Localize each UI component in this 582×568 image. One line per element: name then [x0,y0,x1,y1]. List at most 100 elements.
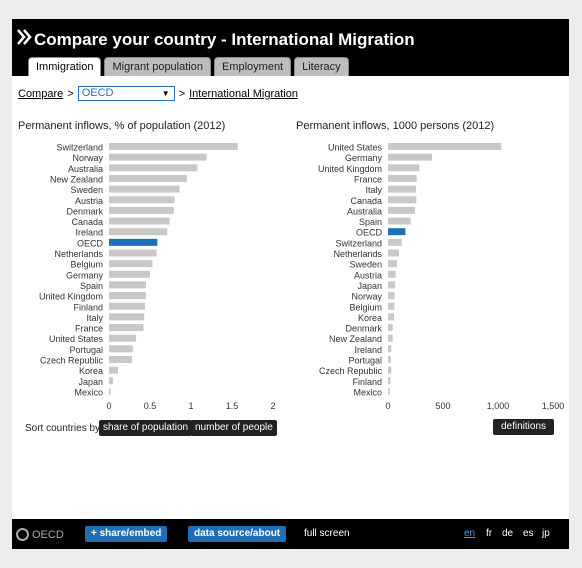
bar-persons-united-kingdom[interactable] [388,164,420,172]
bar-persons-switzerland[interactable] [388,238,402,246]
x-tick-label: 500 [435,401,450,411]
bar-persons-ireland[interactable] [388,345,392,353]
x-tick-label: 1 [188,401,193,411]
bar-share-belgium[interactable] [109,260,153,268]
x-tick-label: 1,500 [542,401,565,411]
bar-share-netherlands[interactable] [109,249,157,257]
bar-share-finland[interactable] [109,302,146,310]
bar-share-czech-republic[interactable] [109,356,132,363]
bar-share-united-states[interactable] [109,334,137,342]
bar-persons-sweden[interactable] [388,260,398,268]
category-label: Finland [73,302,103,312]
bar-share-australia[interactable] [109,164,198,172]
category-label: Switzerland [56,143,103,153]
tab-employment[interactable]: Employment [213,57,292,76]
oecd-logo[interactable]: OECD [16,528,64,541]
bar-share-mexico[interactable] [109,387,111,395]
bar-share-spain[interactable] [109,281,146,289]
double-chevron-icon [16,29,32,50]
tab-literacy[interactable]: Literacy [294,57,349,76]
bar-share-ireland[interactable] [109,228,168,236]
bar-share-portugal[interactable] [109,345,133,353]
bar-persons-austria[interactable] [388,270,396,278]
country-select-value: OECD [81,87,114,99]
category-label: Italy [365,185,382,195]
bar-persons-finland[interactable] [388,377,391,385]
category-label: Spain [359,217,382,227]
bar-persons-new-zealand[interactable] [388,334,393,342]
data-source-button[interactable]: data source/about [188,526,287,542]
bar-persons-mexico[interactable] [388,387,390,395]
category-label: Ireland [354,345,382,355]
bar-share-france[interactable] [109,324,144,332]
category-label: Denmark [66,206,103,216]
category-label: Norway [72,153,103,163]
lang-jp[interactable]: jp [542,528,550,539]
bar-persons-germany[interactable] [388,153,432,161]
lang-en[interactable]: en [464,528,476,539]
category-label: United States [328,143,383,153]
bar-share-italy[interactable] [109,313,145,321]
sort-label: Sort countries by [25,423,101,434]
category-label: Korea [358,313,382,323]
bar-persons-portugal[interactable] [388,356,391,363]
tab-bar: Immigration Migrant population Employmen… [28,57,349,76]
category-label: Portugal [348,356,382,366]
bar-persons-canada[interactable] [388,196,417,204]
oecd-ring-icon [16,528,29,541]
tab-immigration[interactable]: Immigration [28,57,102,76]
category-label: Australia [68,164,103,174]
lang-de[interactable]: de [502,528,514,539]
bar-share-korea[interactable] [109,366,119,374]
dropdown-arrow-icon: ▼ [161,89,170,98]
tab-migrant-population[interactable]: Migrant population [104,57,211,76]
breadcrumb-current-link[interactable]: International Migration [189,87,298,100]
lang-fr[interactable]: fr [486,528,493,539]
bar-share-germany[interactable] [109,270,150,278]
category-label: Canada [71,217,103,227]
bar-share-sweden[interactable] [109,185,180,193]
bar-share-new-zealand[interactable] [109,174,187,182]
category-label: Netherlands [333,249,382,259]
sort-share-button[interactable]: share of population [99,420,193,436]
bar-persons-oecd[interactable] [388,228,406,236]
category-label: Ireland [75,228,103,238]
fullscreen-button[interactable]: full screen [304,528,350,539]
bar-persons-france[interactable] [388,174,417,182]
bar-persons-czech-republic[interactable] [388,366,392,374]
lang-es[interactable]: es [523,528,534,539]
x-tick-label: 0 [106,401,111,411]
bar-persons-japan[interactable] [388,281,396,289]
bar-share-norway[interactable] [109,153,207,161]
bar-share-japan[interactable] [109,377,114,385]
breadcrumb-compare-link[interactable]: Compare [18,87,64,100]
category-label: United Kingdom [39,292,103,302]
bar-share-denmark[interactable] [109,206,174,214]
sort-people-button[interactable]: number of people [191,420,277,436]
bar-persons-italy[interactable] [388,185,417,193]
bar-share-austria[interactable] [109,196,175,204]
category-label: Sweden [349,260,382,270]
bar-persons-netherlands[interactable] [388,249,399,257]
share-embed-button[interactable]: + share/embed [85,526,168,542]
chart-title-share: Permanent inflows, % of population (2012… [18,120,226,132]
app-frame: Compare your country - International Mig… [12,19,569,549]
bar-persons-norway[interactable] [388,292,395,300]
bar-share-canada[interactable] [109,217,170,225]
bar-persons-denmark[interactable] [388,324,393,332]
category-label: Switzerland [335,238,382,248]
category-label: Czech Republic [40,356,104,366]
bar-persons-united-states[interactable] [388,143,502,150]
chart-title-persons: Permanent inflows, 1000 persons (2012) [296,120,495,132]
bar-persons-australia[interactable] [388,206,415,214]
definitions-button[interactable]: definitions [493,419,555,435]
bar-persons-belgium[interactable] [388,302,395,310]
bar-persons-spain[interactable] [388,217,411,225]
country-select[interactable]: OECD ▼ [77,86,175,101]
bar-share-switzerland[interactable] [109,143,238,150]
bar-persons-korea[interactable] [388,313,395,321]
bar-share-oecd[interactable] [109,238,158,246]
category-label: France [354,174,382,184]
bar-share-united-kingdom[interactable] [109,292,146,300]
